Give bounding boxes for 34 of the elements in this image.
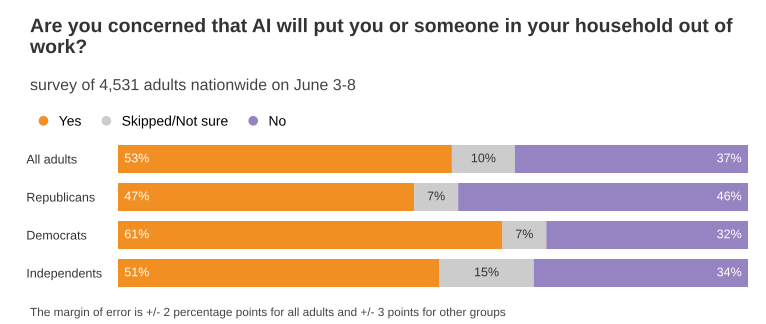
bar [118, 144, 452, 174]
legend-label: Skipped/Not sure [122, 116, 228, 129]
legend-label: No [270, 116, 286, 126]
text: The margin of error is +/- 2 percentage points for all adults and +/- 3 points for other groups [30, 307, 506, 318]
data-label: 46% [716, 192, 742, 200]
y-tick-label: Republicans [27, 192, 95, 204]
data-label: 7% [516, 230, 533, 238]
data-label: 32% [717, 230, 742, 238]
data-label: 34% [717, 268, 742, 276]
bar [514, 144, 748, 174]
data-label: 61% [124, 230, 149, 238]
bar [452, 144, 515, 174]
bar [118, 182, 414, 212]
y-tick-label: Independents [27, 268, 102, 280]
data-label: 7% [428, 192, 445, 200]
bar [546, 220, 748, 250]
data-label: 37% [717, 154, 742, 162]
bar [502, 220, 546, 250]
data-label: 10% [472, 154, 496, 162]
bar [118, 220, 502, 250]
chart-title: Are you concerned that AI will put you or someone in your household out of work? [30, 18, 733, 54]
bar [439, 258, 534, 288]
legend-label: Yes [59, 116, 81, 126]
y-tick-label: All adults [26, 154, 77, 164]
data-label: 47% [124, 192, 149, 200]
bar [458, 182, 748, 212]
data-label: 51% [124, 268, 149, 276]
data-label: 53% [124, 154, 149, 162]
bar [414, 182, 458, 212]
bar [534, 258, 748, 288]
chart-subtitle: survey of 4,531 adults nationwide on June 3-8 [30, 78, 356, 94]
y-tick-label: Democrats [27, 230, 86, 240]
data-label: 15% [474, 268, 499, 276]
bar [118, 258, 440, 288]
